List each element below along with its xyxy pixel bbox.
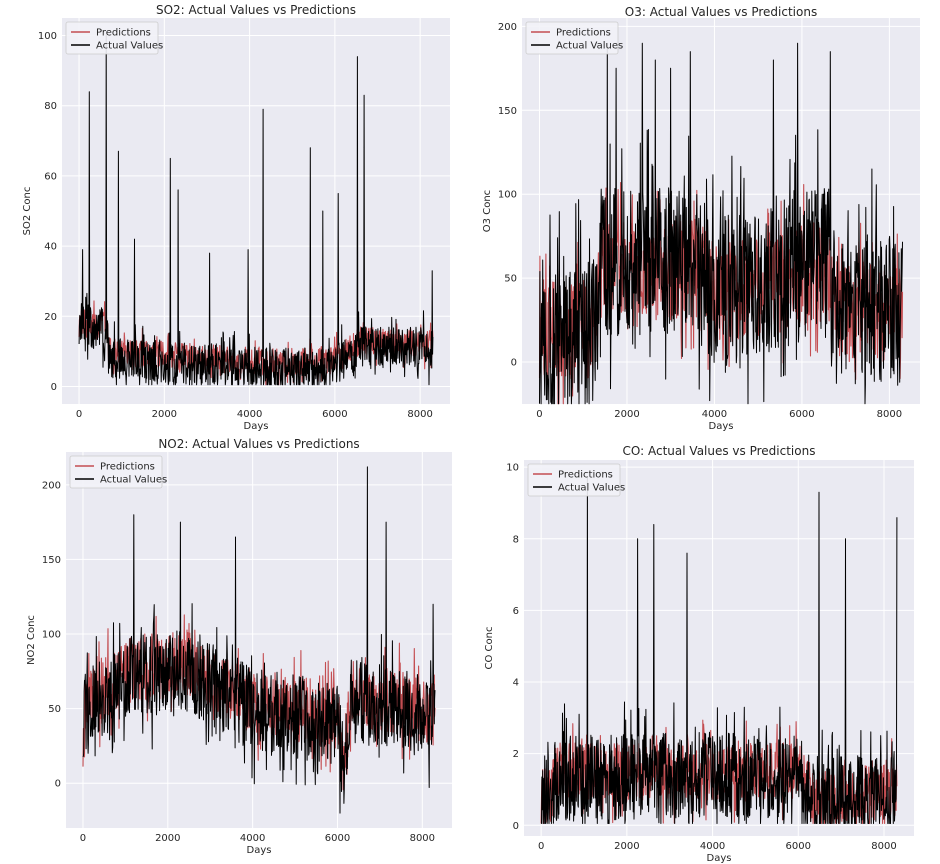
x-tick-label: 6000 bbox=[325, 833, 350, 844]
y-axis-label: SO2 Conc bbox=[22, 187, 33, 236]
x-axis-label: Days bbox=[707, 853, 732, 864]
series-line-actual-values bbox=[541, 477, 898, 824]
legend-box bbox=[69, 455, 163, 489]
y-tick-label: 0 bbox=[513, 821, 519, 832]
chart-title: SO2: Actual Values vs Predictions bbox=[156, 3, 356, 17]
legend-label: Predictions bbox=[556, 28, 611, 39]
y-tick-label: 200 bbox=[498, 22, 517, 33]
x-tick-label: 0 bbox=[536, 409, 542, 420]
legend: Predictions Actual Values bbox=[527, 463, 625, 497]
y-tick-label: 100 bbox=[42, 630, 61, 641]
plot-area bbox=[66, 452, 452, 828]
legend-label: Predictions bbox=[100, 462, 155, 473]
legend-box bbox=[525, 21, 619, 55]
x-axis-label: Days bbox=[244, 421, 269, 432]
x-tick-label: 8000 bbox=[877, 409, 902, 420]
x-tick-label: 2000 bbox=[152, 409, 177, 420]
y-tick-label: 150 bbox=[42, 555, 61, 566]
x-tick-label: 0 bbox=[538, 841, 544, 852]
y-axis-label: NO2 Conc bbox=[26, 615, 37, 665]
y-tick-label: 100 bbox=[498, 190, 517, 201]
x-axis-label: Days bbox=[247, 845, 272, 856]
legend-label: Actual Values bbox=[96, 41, 163, 52]
x-axis-label: Days bbox=[709, 421, 734, 432]
x-tick-label: 2000 bbox=[155, 833, 180, 844]
x-tick-label: 0 bbox=[76, 409, 82, 420]
y-tick-label: 2 bbox=[513, 749, 519, 760]
legend: Predictions Actual Values bbox=[65, 21, 163, 55]
y-tick-label: 50 bbox=[48, 704, 61, 715]
chart-panel-2: 0 2000 4000 6000 8000 0 50 100 150 200 NO2: Actual… bbox=[26, 437, 452, 856]
y-tick-label: 0 bbox=[55, 779, 61, 790]
chart-title: NO2: Actual Values vs Predictions bbox=[158, 437, 359, 451]
x-tick-label: 4000 bbox=[700, 841, 725, 852]
y-tick-label: 50 bbox=[504, 274, 517, 285]
chart-panel-3: 0 2000 4000 6000 8000 0 2 4 6 8 10 CO: Actual Value… bbox=[484, 444, 914, 864]
y-tick-label: 40 bbox=[44, 242, 57, 253]
y-tick-label: 60 bbox=[44, 171, 57, 182]
x-tick-label: 2000 bbox=[614, 409, 639, 420]
y-tick-label: 20 bbox=[44, 312, 57, 323]
legend-label: Predictions bbox=[96, 28, 151, 39]
y-tick-label: 100 bbox=[38, 31, 57, 42]
legend-label: Actual Values bbox=[558, 483, 625, 494]
legend-box bbox=[65, 21, 159, 55]
series-line-actual-values bbox=[82, 466, 436, 814]
legend-label: Predictions bbox=[558, 470, 613, 481]
series-line-actual-values bbox=[78, 35, 434, 386]
y-tick-label: 8 bbox=[513, 534, 519, 545]
y-tick-label: 10 bbox=[506, 463, 519, 474]
y-tick-label: 6 bbox=[513, 606, 519, 617]
y-tick-label: 0 bbox=[51, 382, 57, 393]
x-tick-label: 6000 bbox=[786, 841, 811, 852]
x-tick-label: 8000 bbox=[407, 409, 432, 420]
x-tick-label: 8000 bbox=[410, 833, 435, 844]
x-tick-label: 6000 bbox=[789, 409, 814, 420]
x-tick-label: 8000 bbox=[871, 841, 896, 852]
y-tick-label: 4 bbox=[513, 678, 519, 689]
legend: Predictions Actual Values bbox=[69, 455, 167, 489]
x-tick-label: 4000 bbox=[240, 833, 265, 844]
chart-title: CO: Actual Values vs Predictions bbox=[623, 444, 816, 458]
x-tick-label: 2000 bbox=[614, 841, 639, 852]
x-tick-label: 4000 bbox=[702, 409, 727, 420]
chart-panel-1: 0 2000 4000 6000 8000 0 50 100 150 200 O3: Actual … bbox=[482, 5, 920, 432]
y-tick-label: 80 bbox=[44, 101, 57, 112]
y-axis-label: O3 Conc bbox=[482, 190, 493, 232]
chart-title: O3: Actual Values vs Predictions bbox=[625, 5, 817, 19]
legend-label: Actual Values bbox=[100, 475, 167, 486]
x-tick-label: 4000 bbox=[237, 409, 262, 420]
legend-box bbox=[527, 463, 621, 497]
series-line-actual-values bbox=[539, 42, 903, 405]
x-tick-label: 6000 bbox=[322, 409, 347, 420]
y-axis-label: CO Conc bbox=[484, 627, 495, 670]
legend: Predictions Actual Values bbox=[525, 21, 623, 55]
y-tick-label: 0 bbox=[511, 358, 517, 369]
y-tick-label: 150 bbox=[498, 106, 517, 117]
x-tick-label: 0 bbox=[80, 833, 86, 844]
legend-label: Actual Values bbox=[556, 41, 623, 52]
y-tick-label: 200 bbox=[42, 480, 61, 491]
chart-panel-0: 0 2000 4000 6000 8000 0 20 40 60 80 100 SO2: Actual… bbox=[22, 3, 450, 432]
